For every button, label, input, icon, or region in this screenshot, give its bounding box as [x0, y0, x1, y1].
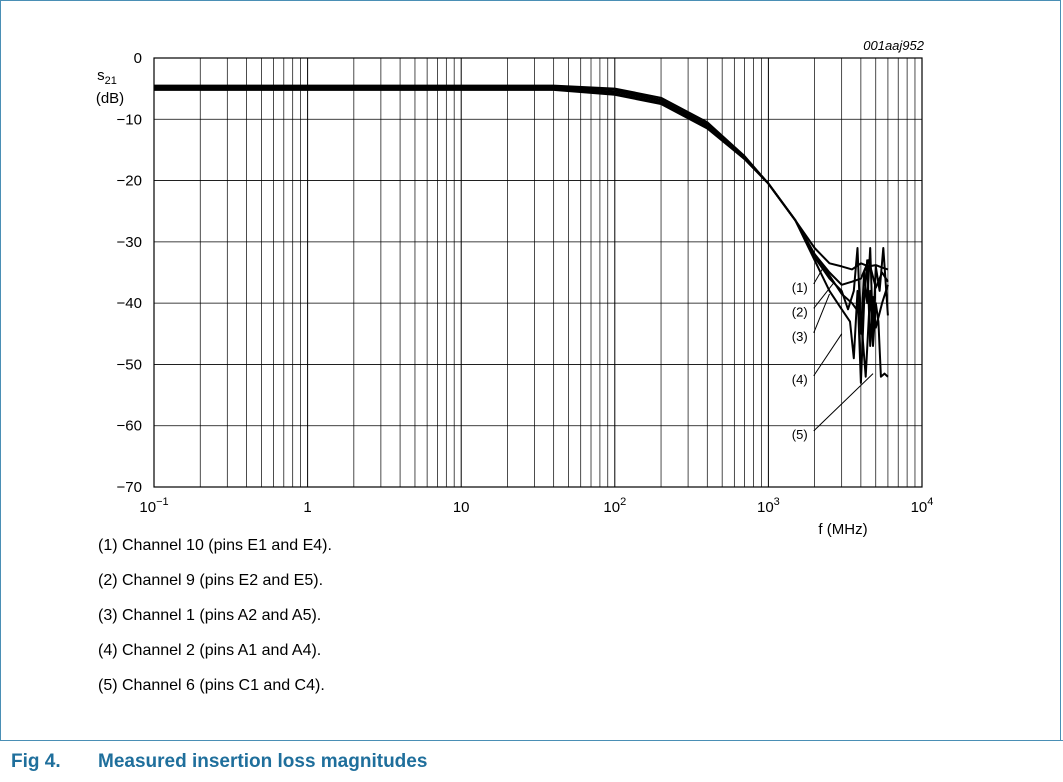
y-axis-label-sub: 21 — [105, 75, 117, 87]
x-tick-label: 104 — [911, 496, 934, 516]
x-tick-label: 10 — [453, 499, 470, 516]
legend-key: (2) — [98, 572, 118, 589]
x-tick-label: 1 — [303, 499, 311, 516]
caption-bar: Fig 4. Measured insertion loss magnitude… — [0, 740, 1063, 782]
annotations: (1) (2) (3) (4) (5) — [792, 266, 874, 442]
x-tick-label: 103 — [757, 496, 780, 516]
annotation-label: (4) — [792, 372, 808, 387]
y-tick-label: −10 — [117, 111, 142, 128]
x-axis-label: f (MHz) — [818, 521, 867, 538]
plot-border — [153, 57, 923, 488]
y-tick-label: −30 — [117, 234, 142, 251]
y-tick-label: −40 — [117, 295, 142, 312]
legend-key: (3) — [98, 607, 118, 624]
x-tick-label: 102 — [603, 496, 626, 516]
annotation-label: (1) — [792, 280, 808, 295]
annotation-label: (3) — [792, 329, 808, 344]
legend-key: (4) — [98, 642, 118, 659]
series-line — [154, 87, 889, 384]
annotation-label: (5) — [792, 427, 808, 442]
annotation-leader — [813, 281, 836, 309]
legend-text: Channel 9 (pins E2 and E5). — [122, 572, 324, 589]
legend-text: Channel 1 (pins A2 and A5). — [122, 607, 322, 624]
grid — [154, 58, 922, 487]
y-axis-label-main: s — [97, 67, 105, 84]
legend-key: (1) — [98, 537, 118, 554]
annotation-leader — [813, 373, 874, 432]
y-axis-unit: (dB) — [96, 90, 124, 107]
legend-text: Channel 2 (pins A1 and A4). — [122, 642, 322, 659]
x-tick-label: 10−1 — [139, 496, 168, 516]
y-tick-label: 0 — [134, 50, 142, 67]
figure-number: Fig 4. — [11, 751, 61, 772]
y-tick-label: −50 — [117, 356, 142, 373]
annotation-leader — [813, 266, 825, 285]
series-line — [154, 86, 889, 335]
y-tick-label: −60 — [117, 418, 142, 435]
y-tick-label: −20 — [117, 173, 142, 190]
insertion-loss-chart: (1)(2)(3)(4)(5) 0−10−20−30−40−50−60−7010… — [96, 38, 934, 538]
y-tick-label: −70 — [117, 479, 142, 496]
figure-code: 001aaj952 — [863, 38, 924, 53]
series-line — [154, 85, 889, 378]
legend-key: (5) — [98, 677, 118, 694]
annotation-label: (2) — [792, 304, 808, 319]
series-group — [154, 84, 889, 384]
y-axis-label: s21 — [97, 67, 117, 87]
annotation-leader — [813, 333, 843, 377]
figure-title: Measured insertion loss magnitudes — [98, 751, 428, 772]
figure-frame — [0, 0, 1061, 740]
annotation-leader — [813, 293, 830, 334]
legend-text: Channel 10 (pins E1 and E4). — [122, 537, 332, 554]
legend-text: Channel 6 (pins C1 and C4). — [122, 677, 325, 694]
